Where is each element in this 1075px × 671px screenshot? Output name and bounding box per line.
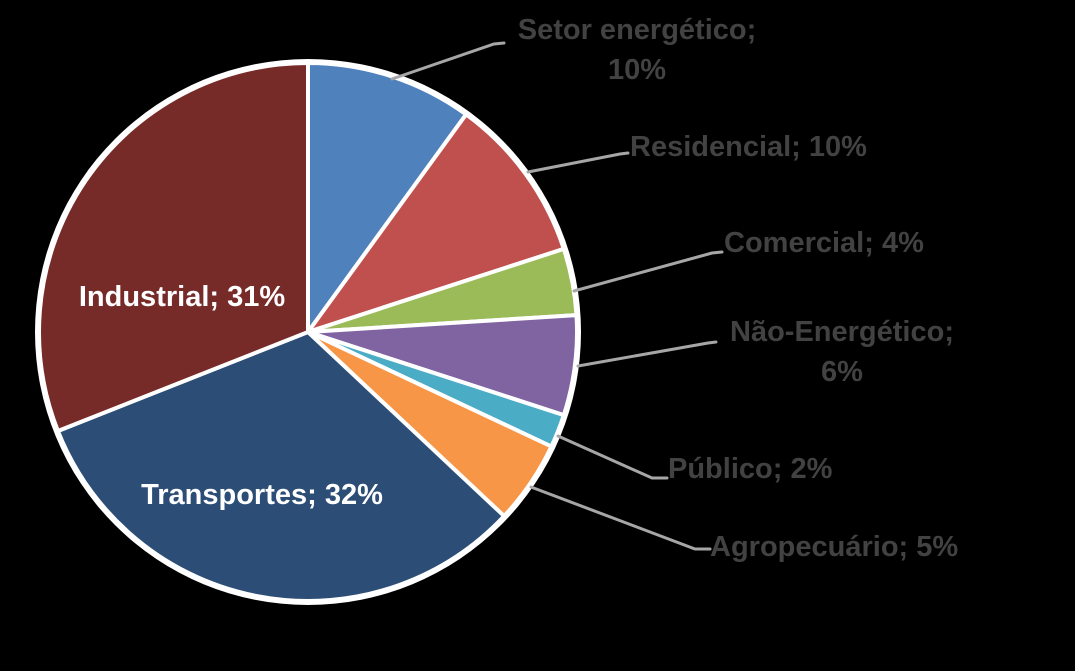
slice-label-transportes: Transportes; 32% bbox=[141, 478, 383, 511]
pie-slice-setor-energetico bbox=[306, 61, 469, 334]
slice-label-nao-energetico: Não-Energético; 6% bbox=[730, 315, 954, 388]
leader-line-agropecuario bbox=[529, 485, 712, 551]
pie-slice-transportes bbox=[55, 330, 507, 603]
pie-slice-residencial bbox=[306, 112, 566, 334]
leader-line-residencial bbox=[526, 151, 630, 174]
leader-line-publico bbox=[556, 434, 669, 480]
slice-label-comercial: Comercial; 4% bbox=[724, 226, 924, 259]
slice-label-setor-energetico: Setor energético; 10% bbox=[517, 13, 757, 86]
leader-line-setor-energetico bbox=[390, 41, 506, 81]
leader-line-nao-energetico bbox=[576, 340, 718, 368]
slice-label-agropecuario: Agropecuário; 5% bbox=[710, 530, 959, 563]
slice-label-industrial: Industrial; 31% bbox=[78, 280, 286, 313]
leader-line-comercial bbox=[572, 250, 724, 293]
slice-label-publico: Público; 2% bbox=[668, 452, 833, 485]
pie-slice-industrial bbox=[37, 61, 310, 433]
slice-label-residencial: Residencial; 10% bbox=[630, 130, 867, 163]
